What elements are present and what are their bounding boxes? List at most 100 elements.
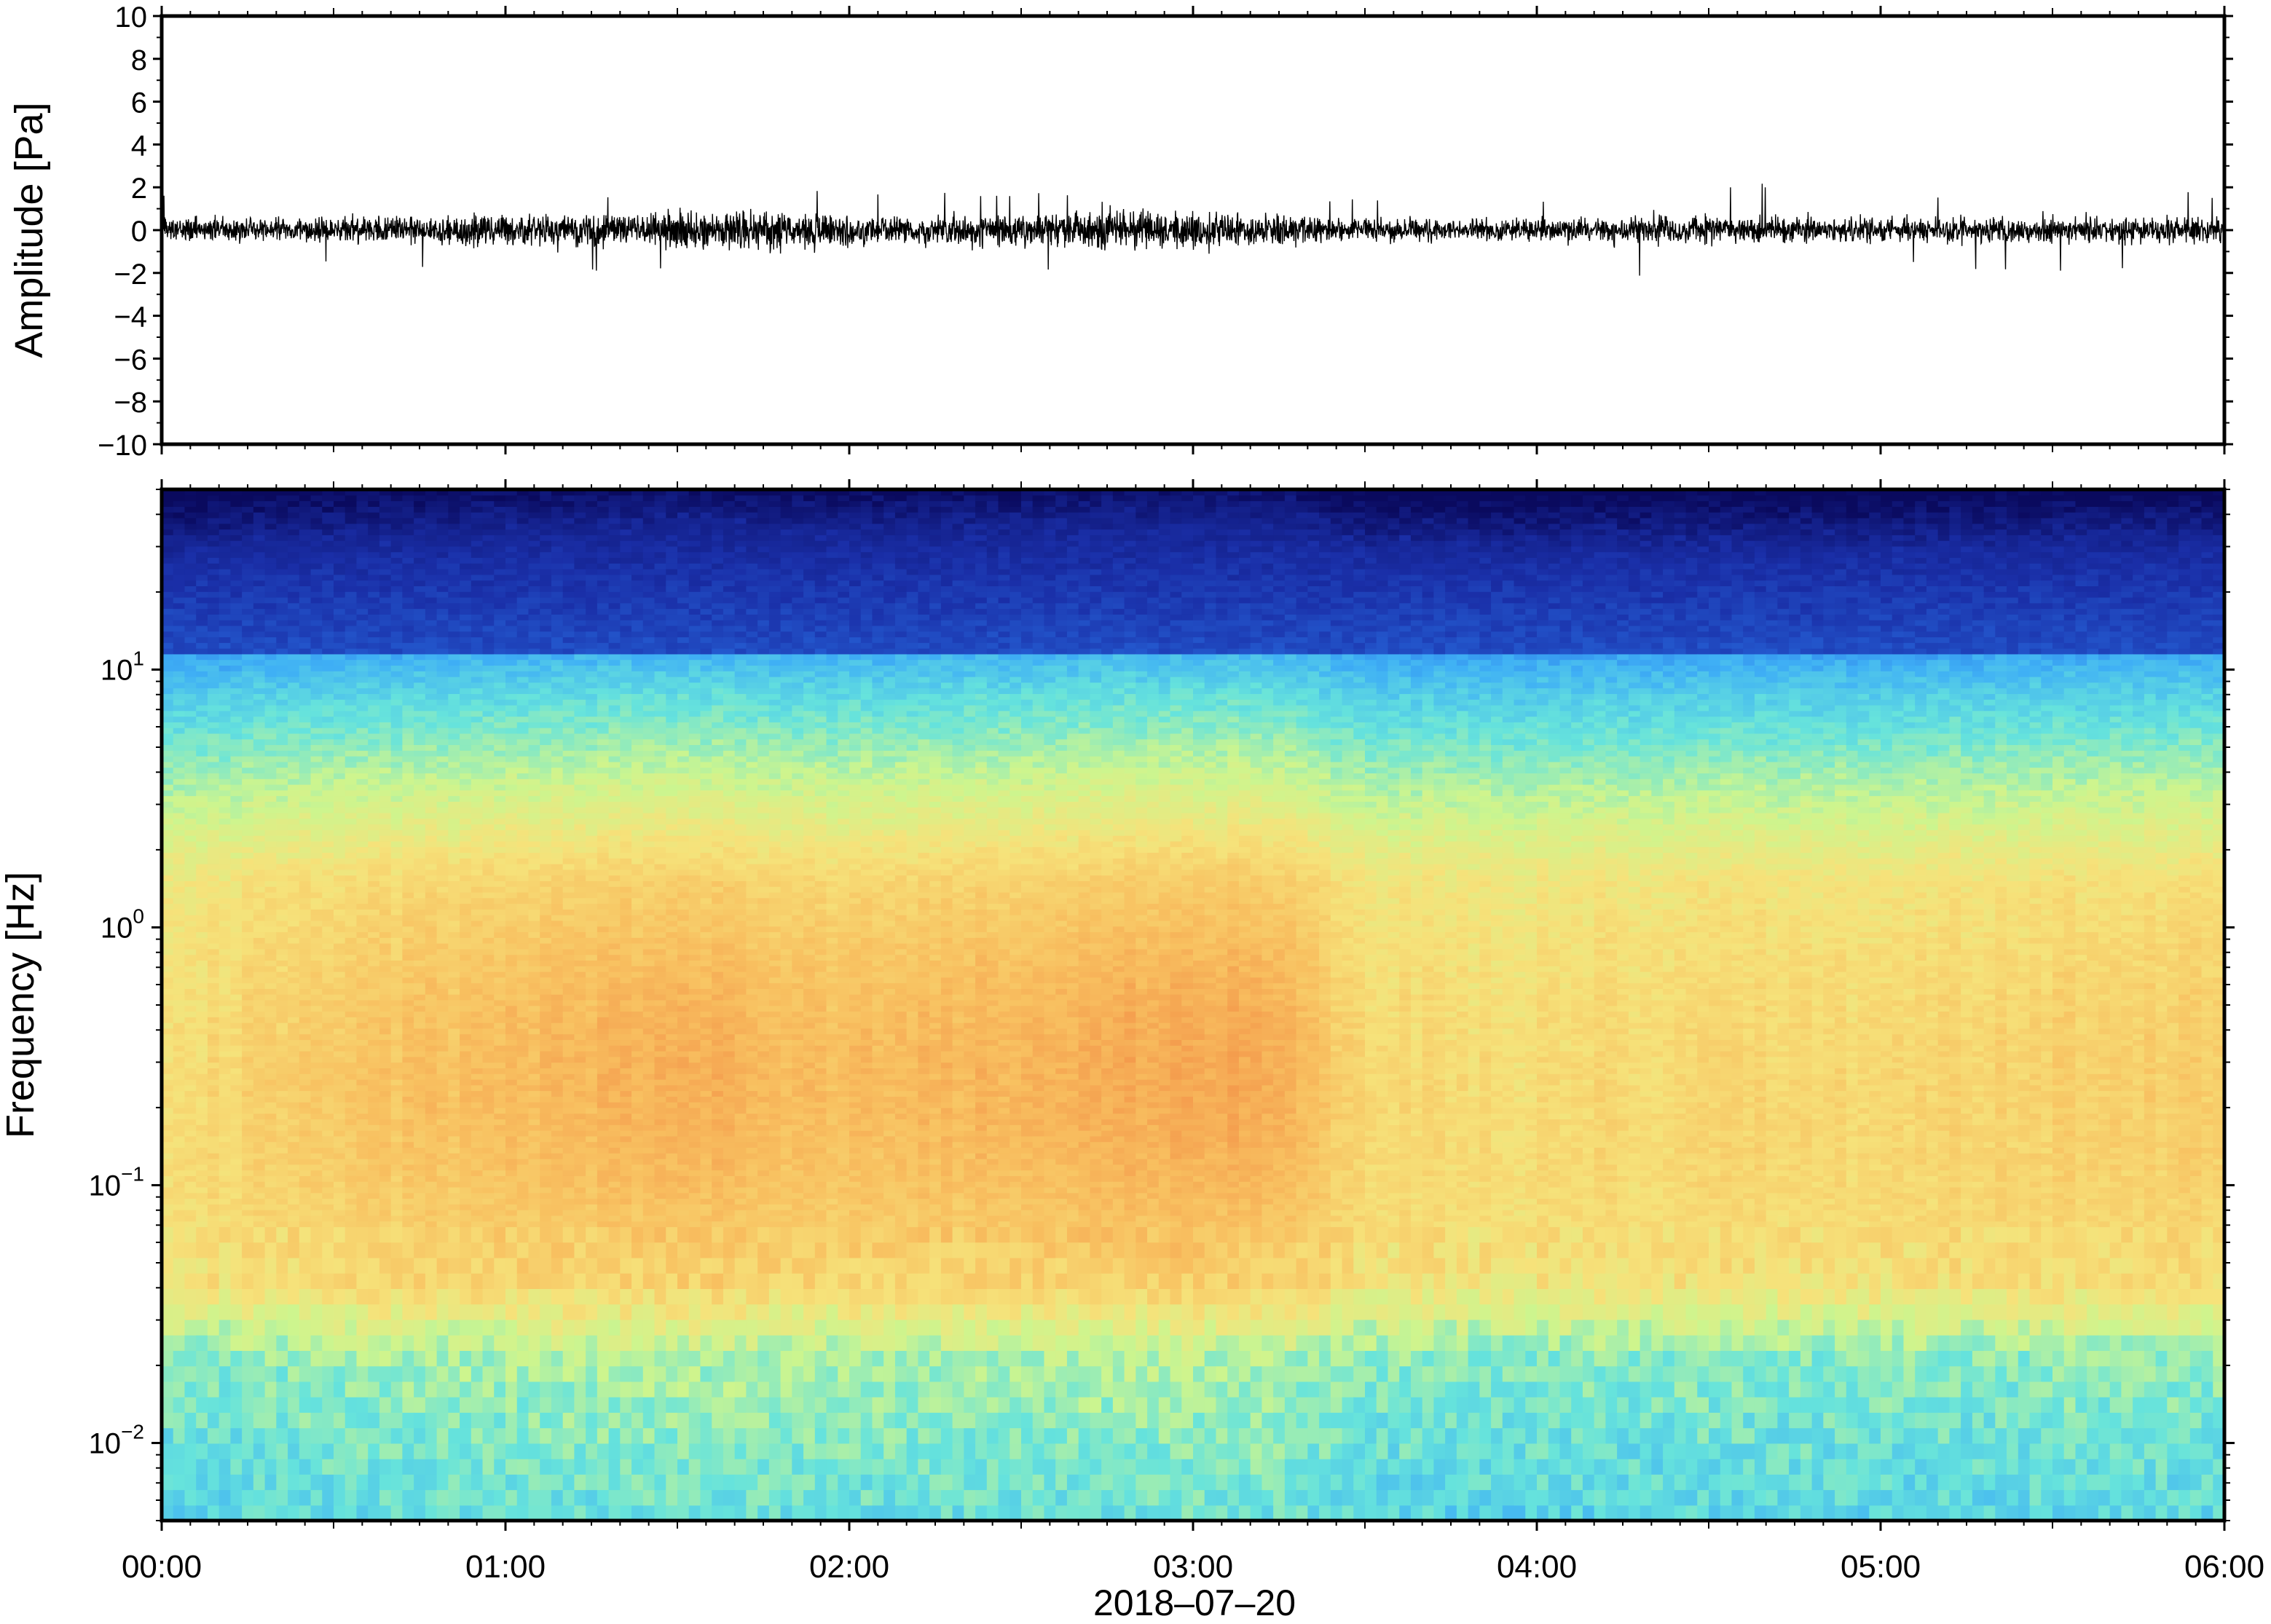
spectrogram-column [265, 489, 277, 1521]
spectrogram-cell [471, 994, 483, 1000]
spectrogram-cell [391, 677, 403, 682]
spectrogram-cell [379, 756, 391, 762]
spectrogram-cell [402, 966, 414, 971]
spectrogram-cell [208, 501, 219, 507]
spectrogram-cell [425, 955, 437, 961]
spectrogram-cell [242, 575, 253, 580]
spectrogram-cell [391, 768, 403, 773]
spectrogram-cell [208, 682, 219, 688]
spectrogram-cell [391, 1170, 403, 1176]
spectrogram-cell [242, 1350, 253, 1366]
spectrogram-cell [276, 665, 288, 671]
spectrogram-cell [425, 1022, 437, 1028]
spectrogram-cell [391, 518, 403, 524]
spectrogram-cell [345, 904, 357, 910]
spectrogram-cell [299, 1226, 311, 1242]
spectrogram-cell [494, 631, 505, 637]
spectrogram-cell [265, 722, 277, 728]
spectrogram-cell [448, 864, 460, 870]
spectrogram-cell [230, 1051, 242, 1057]
spectrogram-cell [173, 733, 185, 739]
spectrogram-cell [356, 1170, 368, 1176]
spectrogram-cell [471, 955, 483, 961]
spectrogram-cell [437, 1258, 449, 1274]
spectrogram-cell [184, 1210, 196, 1215]
spectrogram-cell [299, 1505, 311, 1521]
spectrogram-cell [379, 750, 391, 756]
spectrogram-cell [230, 495, 242, 501]
spectrogram-cell [173, 705, 185, 711]
spectrogram-cell [471, 575, 483, 580]
spectrogram-cell [334, 1147, 345, 1153]
spectrogram-cell [196, 921, 208, 926]
spectrogram-cell [425, 937, 437, 943]
spectrogram-cell [288, 784, 299, 790]
spectrogram-cell [276, 949, 288, 955]
spectrogram-cell [402, 1153, 414, 1159]
spectrogram-cell [448, 739, 460, 745]
spectrogram-cell [356, 971, 368, 977]
spectrogram-cell [437, 1124, 449, 1130]
spectrogram-cell [448, 1350, 460, 1366]
spectrogram-cell [368, 1199, 379, 1205]
spectrogram-cell [253, 648, 265, 654]
spectrogram-cell [219, 563, 231, 569]
spectrogram-cell [322, 915, 334, 921]
spectrogram-cell [184, 955, 196, 961]
spectrogram-cell [288, 829, 299, 835]
spectrogram-cell [460, 1119, 471, 1124]
spectrogram-cell [322, 1397, 334, 1413]
spectrogram-cell [253, 1012, 265, 1017]
spectrogram-cell [196, 1474, 208, 1490]
spectrogram-cell [437, 501, 449, 507]
spectrogram-cell [356, 1397, 368, 1413]
spectrogram-cell [311, 1273, 323, 1289]
spectrogram-cell [311, 563, 323, 569]
spectrogram-cell [345, 1170, 357, 1176]
spectrogram-cell [505, 1113, 517, 1119]
spectrogram-cell [265, 1063, 277, 1068]
spectrogram-cell [208, 1012, 219, 1017]
spectrogram-cell [311, 1397, 323, 1413]
spectrogram-cell [265, 931, 277, 937]
spectrogram-cell [208, 1028, 219, 1034]
spectrogram-cell [379, 779, 391, 784]
spectrogram-cell [517, 1335, 529, 1351]
spectrogram-cell [196, 977, 208, 983]
spectrogram-cell [196, 1181, 208, 1187]
spectrogram-cell [311, 824, 323, 829]
spectrogram-cell [276, 1108, 288, 1113]
spectrogram-cell [345, 620, 357, 626]
spectrogram-cell [460, 1170, 471, 1176]
spectrogram-cell [334, 1079, 345, 1085]
spectrogram-cell [505, 921, 517, 926]
spectrogram-cell [288, 762, 299, 768]
spectrogram-cell [219, 1079, 231, 1085]
spectrogram-cell [311, 540, 323, 546]
spectrogram-cell [505, 870, 517, 875]
spectrogram-cell [345, 717, 357, 722]
spectrogram-cell [448, 1113, 460, 1119]
spectrogram-cell [288, 535, 299, 540]
spectrogram-cell [345, 1091, 357, 1097]
spectrogram-cell [471, 819, 483, 824]
spectrogram-cell [219, 1366, 231, 1382]
spectrogram-cell [483, 858, 495, 864]
spectrogram-cell [253, 1045, 265, 1051]
spectrogram-cell [196, 768, 208, 773]
spectrogram-cell [356, 949, 368, 955]
spectrogram-cell [483, 591, 495, 597]
spectrogram-cell [345, 711, 357, 717]
spectrogram-cell [483, 1210, 495, 1215]
spectrogram-cell [460, 955, 471, 961]
spectrogram-cell [425, 705, 437, 711]
spectrogram-cell [208, 819, 219, 824]
spectrogram-cell [471, 1108, 483, 1113]
spectrogram-cell [368, 711, 379, 717]
spectrogram-cell [173, 1108, 185, 1113]
spectrogram-cell [311, 880, 323, 886]
spectrogram-cell [471, 870, 483, 875]
spectrogram-cell [299, 609, 311, 615]
spectrogram-cell [471, 1273, 483, 1289]
spectrogram-cell [196, 1119, 208, 1124]
